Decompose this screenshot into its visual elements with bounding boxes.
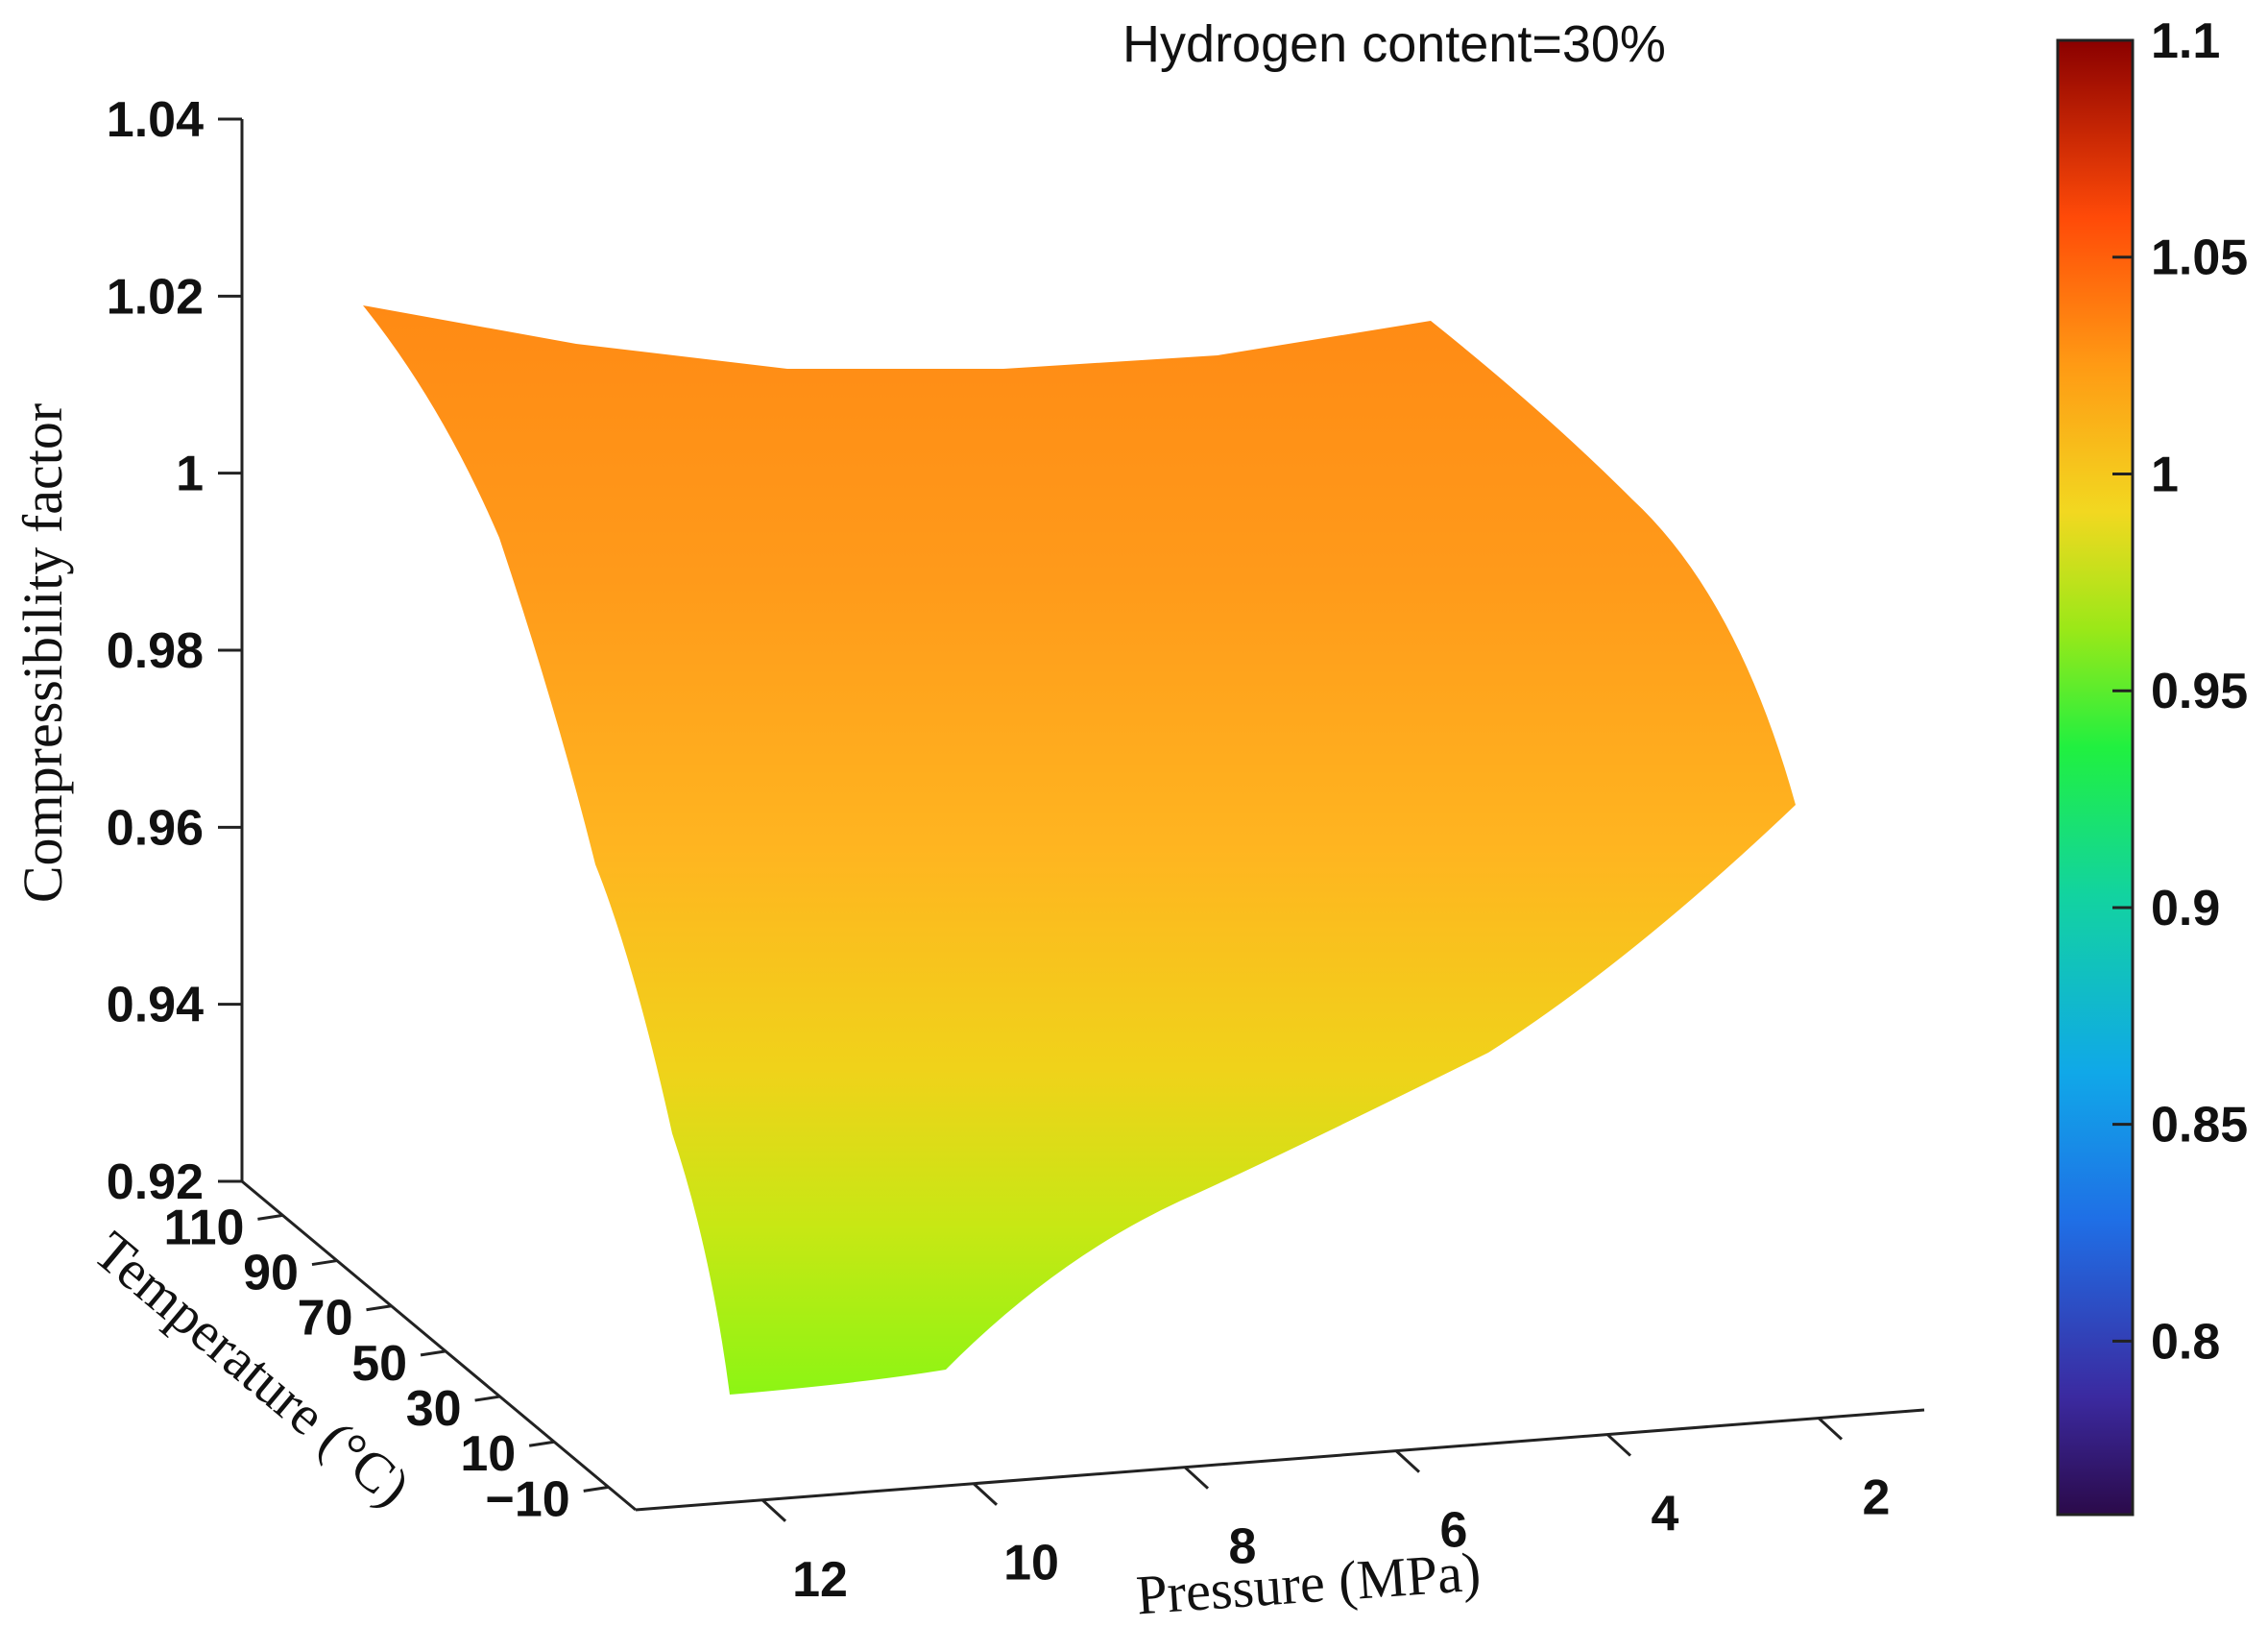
temperature-tick-mark	[583, 1485, 609, 1493]
colorbar	[2056, 38, 2135, 1517]
pressure-axis-ticks: 12 10 8 6 4 2	[760, 1417, 1891, 1608]
pressure-tick-label: 12	[792, 1552, 848, 1608]
temperature-tick-mark	[311, 1259, 338, 1267]
temperature-tick-label: 30	[406, 1381, 462, 1437]
z-tick-label: 0.92	[107, 1154, 204, 1210]
pressure-tick-label: 10	[1003, 1536, 1059, 1591]
pressure-tick-label: 6	[1440, 1503, 1468, 1559]
colorbar-tick-label: 0.85	[2151, 1098, 2248, 1153]
temperature-axis-line	[241, 1179, 637, 1512]
colorbar-ticks: 1.1 1.05 1 0.95 0.9 0.85 0.8	[2112, 13, 2248, 1370]
pressure-axis-line	[635, 1408, 1925, 1512]
pressure-tick-label: 2	[1863, 1470, 1891, 1526]
temperature-tick-label: 70	[298, 1291, 353, 1347]
colorbar-tick-label: 1.05	[2151, 231, 2248, 286]
colorbar-tick-label: 0.8	[2151, 1314, 2220, 1370]
pressure-tick-mark	[972, 1482, 999, 1506]
temperature-tick-mark	[257, 1213, 283, 1221]
z-tick-label: 0.96	[107, 800, 204, 856]
pressure-tick-mark	[760, 1498, 787, 1522]
colorbar-tick-label: 0.9	[2151, 881, 2220, 936]
pressure-tick-mark	[1817, 1417, 1844, 1441]
z-tick-label: 0.94	[107, 978, 204, 1033]
chart-title: Hydrogen content=30%	[1122, 15, 1666, 73]
compressibility-surface	[363, 305, 1796, 1395]
z-tick-label: 1.04	[107, 92, 204, 148]
temperature-tick-mark	[528, 1440, 555, 1447]
z-tick-label: 1.02	[107, 269, 204, 325]
z-tick-label: 1	[176, 447, 204, 502]
temperature-tick-label: 10	[460, 1426, 516, 1482]
pressure-axis-label: Pressure (MPa)	[1134, 1541, 1483, 1627]
colorbar-tick-label: 1	[2151, 447, 2179, 502]
colorbar-tick-label: 1.1	[2151, 13, 2220, 69]
pressure-tick-label: 4	[1652, 1487, 1679, 1542]
z-axis-label: Compressibility factor	[12, 403, 74, 903]
temperature-tick-label: −10	[486, 1471, 570, 1527]
temperature-tick-label: 50	[351, 1336, 407, 1392]
pressure-tick-mark	[1605, 1433, 1632, 1457]
temperature-tick-label: 110	[164, 1200, 245, 1255]
temperature-tick-mark	[420, 1349, 446, 1357]
z-axis-ticks: 1.04 1.02 1 0.98 0.96 0.94 0.92	[107, 92, 242, 1210]
temperature-tick-mark	[366, 1304, 392, 1312]
pressure-tick-mark	[1394, 1449, 1421, 1473]
colorbar-tick-label: 0.95	[2151, 664, 2248, 719]
temperature-tick-mark	[474, 1395, 500, 1402]
pressure-tick-label: 8	[1229, 1519, 1257, 1575]
z-tick-label: 0.98	[107, 623, 204, 679]
temperature-tick-label: 90	[243, 1246, 299, 1301]
pressure-tick-mark	[1183, 1466, 1210, 1490]
